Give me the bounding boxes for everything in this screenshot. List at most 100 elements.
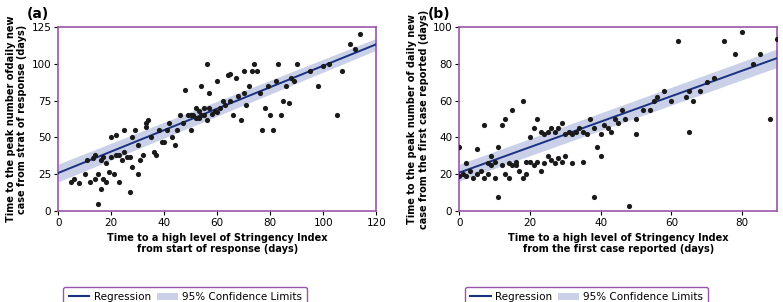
Point bbox=[506, 107, 518, 112]
Point bbox=[587, 194, 600, 199]
Point bbox=[110, 132, 123, 137]
Point bbox=[128, 128, 141, 133]
Point bbox=[746, 61, 759, 66]
Point bbox=[566, 131, 579, 136]
Point bbox=[187, 113, 200, 118]
Point bbox=[510, 163, 522, 168]
Point bbox=[541, 153, 554, 158]
Point bbox=[694, 89, 706, 94]
Point bbox=[513, 168, 525, 173]
Point bbox=[492, 194, 504, 199]
Point bbox=[531, 117, 543, 121]
Point bbox=[496, 122, 508, 127]
Point bbox=[559, 131, 572, 136]
Point bbox=[464, 168, 476, 173]
Point bbox=[531, 159, 543, 164]
Point bbox=[155, 140, 168, 144]
Point bbox=[584, 117, 597, 121]
Point bbox=[499, 172, 511, 177]
Point bbox=[118, 128, 131, 133]
Point bbox=[89, 176, 102, 181]
Point bbox=[139, 120, 152, 125]
Point bbox=[92, 202, 104, 207]
Point bbox=[601, 126, 614, 131]
Point bbox=[269, 79, 282, 84]
Point bbox=[193, 108, 205, 113]
Point bbox=[665, 98, 677, 103]
Point bbox=[478, 176, 490, 181]
Point bbox=[99, 160, 112, 165]
Point bbox=[304, 69, 316, 73]
Point bbox=[251, 69, 263, 73]
Point bbox=[258, 105, 271, 110]
Point bbox=[235, 117, 247, 122]
Point bbox=[658, 89, 670, 94]
Point bbox=[545, 157, 557, 162]
Point bbox=[229, 76, 242, 81]
Point bbox=[189, 116, 202, 121]
Y-axis label: Time to the peak number of daily new
case from the first case reported (days): Time to the peak number of daily new cas… bbox=[407, 9, 428, 229]
Point bbox=[121, 154, 133, 159]
Point bbox=[193, 116, 205, 121]
Point bbox=[73, 181, 85, 186]
Point bbox=[78, 172, 91, 177]
Point bbox=[248, 61, 261, 66]
Point bbox=[605, 130, 618, 134]
Point bbox=[651, 95, 663, 99]
Legend: Regression, 95% Confidence Limits: Regression, 95% Confidence Limits bbox=[63, 287, 307, 302]
Point bbox=[460, 174, 473, 179]
Point bbox=[211, 110, 223, 115]
Point bbox=[94, 157, 106, 162]
Point bbox=[312, 83, 324, 88]
Point bbox=[510, 159, 522, 164]
Point bbox=[548, 161, 561, 166]
Point bbox=[771, 37, 783, 42]
Point bbox=[559, 153, 572, 158]
Point bbox=[566, 161, 579, 166]
Point bbox=[211, 79, 223, 84]
Point bbox=[552, 156, 565, 160]
Point bbox=[520, 172, 532, 177]
Point bbox=[538, 131, 550, 136]
Point bbox=[86, 156, 99, 161]
Point bbox=[323, 61, 335, 66]
Point bbox=[237, 91, 250, 95]
Text: (a): (a) bbox=[27, 7, 49, 21]
Point bbox=[545, 126, 557, 131]
Point bbox=[182, 113, 194, 118]
Point bbox=[506, 163, 518, 168]
Point bbox=[166, 135, 179, 140]
Point bbox=[113, 153, 125, 158]
Point bbox=[224, 72, 236, 76]
Point bbox=[317, 64, 330, 69]
Point bbox=[648, 98, 660, 103]
Text: (b): (b) bbox=[428, 7, 450, 21]
Point bbox=[594, 131, 607, 136]
Point bbox=[197, 105, 210, 110]
Point bbox=[503, 176, 515, 181]
Point bbox=[118, 150, 131, 155]
Point bbox=[237, 69, 250, 73]
Point bbox=[147, 150, 160, 155]
Point bbox=[105, 154, 117, 159]
Point bbox=[764, 117, 777, 121]
Point bbox=[556, 159, 568, 164]
Point bbox=[288, 79, 301, 84]
Point bbox=[570, 130, 583, 134]
Point bbox=[137, 153, 150, 158]
Point bbox=[171, 128, 184, 133]
Point bbox=[460, 161, 473, 166]
Point bbox=[330, 113, 343, 118]
Point bbox=[283, 101, 295, 106]
Point bbox=[124, 154, 136, 159]
Point bbox=[453, 174, 466, 179]
Point bbox=[701, 80, 713, 85]
Point bbox=[683, 130, 695, 134]
Point bbox=[683, 89, 695, 94]
Point bbox=[517, 98, 529, 103]
Point bbox=[161, 128, 173, 133]
Point bbox=[524, 159, 536, 164]
Point bbox=[615, 107, 628, 112]
Point bbox=[524, 135, 536, 140]
Point bbox=[630, 117, 642, 121]
